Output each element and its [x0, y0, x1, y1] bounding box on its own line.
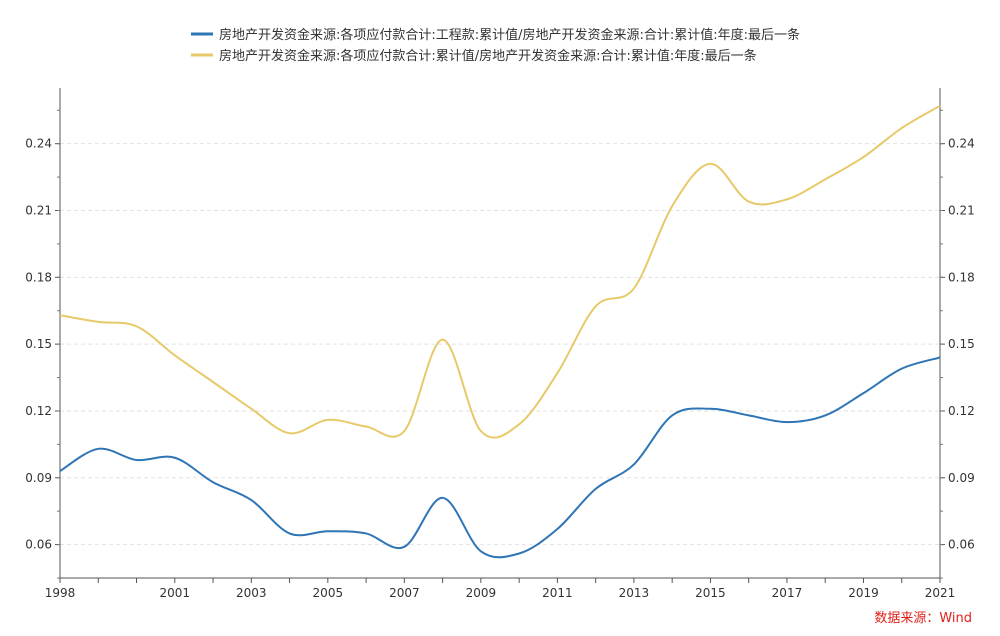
- y-tick-label-right: 0.15: [948, 337, 975, 351]
- x-tick-label: 2019: [848, 586, 879, 600]
- y-tick-label-right: 0.21: [948, 204, 975, 218]
- x-tick-label: 2011: [542, 586, 573, 600]
- x-tick-label: 2001: [160, 586, 191, 600]
- y-axis-right-ticks: 0.06 0.09 0.12 0.15 0.18 0.21 0.24: [940, 109, 975, 579]
- x-tick-label: 1998: [45, 586, 76, 600]
- series-line-2: [59, 104, 941, 439]
- y-axis-left-ticks: 0.06 0.09 0.12 0.15 0.18 0.21 0.24: [25, 109, 60, 579]
- legend-label-2: 房地产开发资金来源:各项应付款合计:累计值/房地产开发资金来源:合计:累计值:年…: [219, 48, 757, 64]
- y-tick-label-left: 0.21: [25, 204, 52, 218]
- x-tick-label: 2007: [389, 586, 420, 600]
- y-tick-label-left: 0.12: [25, 404, 52, 418]
- x-axis-ticks: 1998 2001 2003 2005 2007 2009 2011 2013 2015 2017…: [45, 578, 956, 600]
- y-tick-label-right: 0.09: [948, 471, 975, 485]
- y-tick-label-left: 0.24: [25, 137, 52, 151]
- y-tick-label-left: 0.09: [25, 471, 52, 485]
- x-tick-label: 2017: [772, 586, 803, 600]
- series-group: [59, 104, 941, 559]
- legend-label-1: 房地产开发资金来源:各项应付款合计:工程款:累计值/房地产开发资金来源:合计:累…: [219, 27, 800, 43]
- y-tick-label-left: 0.06: [25, 538, 52, 552]
- x-tick-label: 2003: [236, 586, 267, 600]
- y-tick-label-left: 0.18: [25, 270, 52, 284]
- data-source-label: 数据来源：Wind: [874, 611, 972, 626]
- y-tick-label-left: 0.15: [25, 337, 52, 351]
- x-tick-label: 2013: [619, 586, 650, 600]
- x-tick-label: 2015: [695, 586, 726, 600]
- y-tick-label-right: 0.06: [948, 538, 975, 552]
- grid-lines: [60, 143, 940, 546]
- x-tick-label: 2005: [313, 586, 344, 600]
- y-tick-label-right: 0.24: [948, 137, 975, 151]
- series-line-1: [59, 356, 941, 559]
- x-tick-label: 2009: [466, 586, 497, 600]
- y-tick-label-right: 0.18: [948, 270, 975, 284]
- axes: [59, 88, 941, 579]
- x-tick-label: 2021: [925, 586, 956, 600]
- y-tick-label-right: 0.12: [948, 404, 975, 418]
- legend: 房地产开发资金来源:各项应付款合计:工程款:累计值/房地产开发资金来源:合计:累…: [191, 27, 800, 64]
